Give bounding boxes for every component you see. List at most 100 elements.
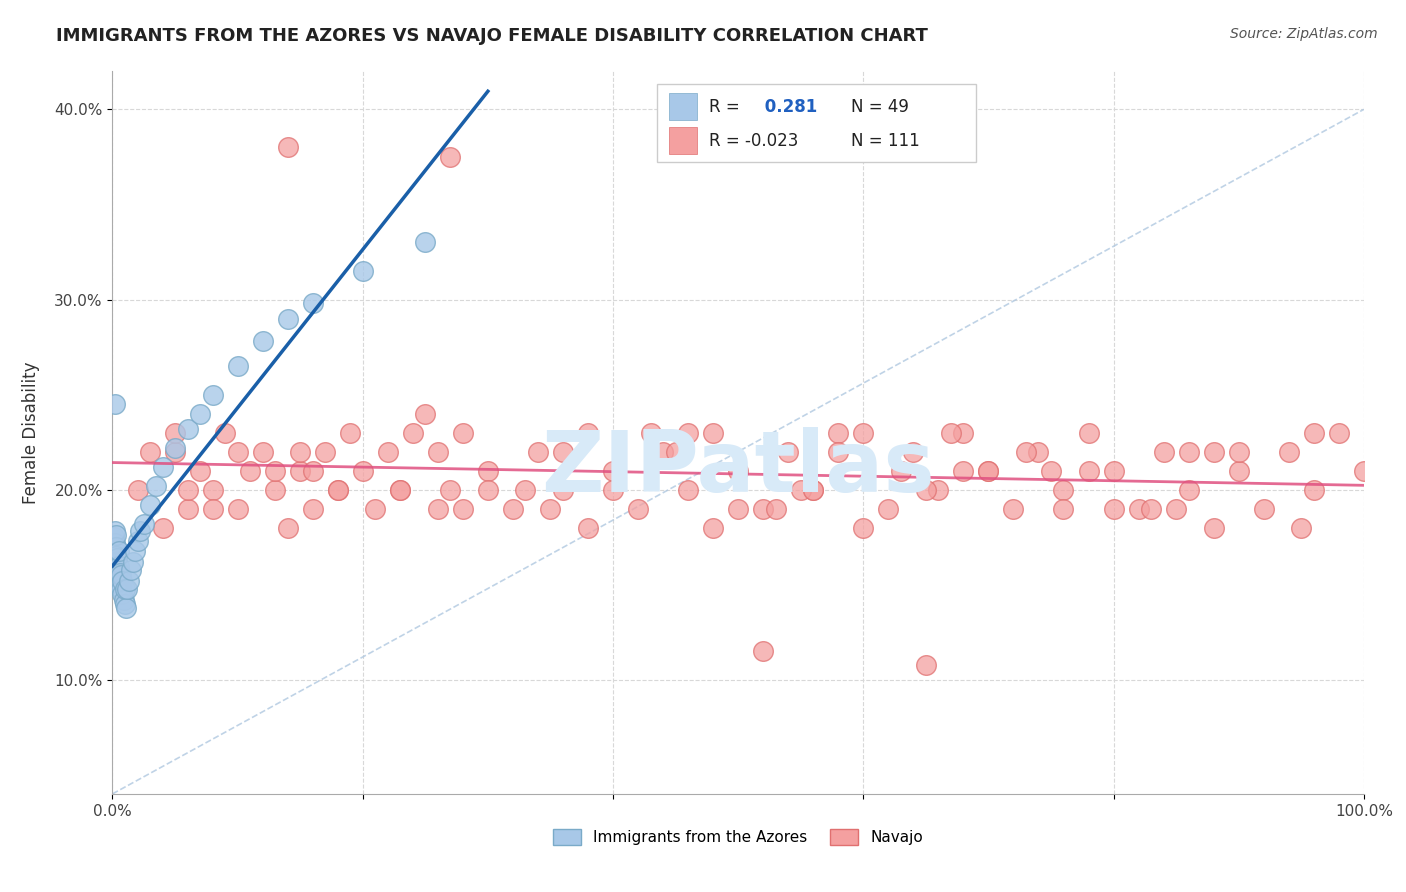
Point <box>1327 425 1350 440</box>
Point <box>451 425 474 440</box>
Point <box>1227 464 1250 478</box>
Point <box>301 501 323 516</box>
Point <box>1302 483 1324 497</box>
Point <box>1253 501 1275 516</box>
Point <box>1202 521 1225 535</box>
Point <box>702 521 724 535</box>
Point <box>110 582 132 596</box>
Point <box>104 536 127 550</box>
Text: ZIPatlas: ZIPatlas <box>541 427 935 510</box>
Point <box>226 444 249 458</box>
Point <box>117 582 139 596</box>
Point <box>1153 444 1175 458</box>
Point <box>103 549 125 564</box>
Point <box>538 501 561 516</box>
Point <box>576 425 599 440</box>
Point <box>107 574 129 588</box>
Point <box>105 528 128 542</box>
Point <box>163 444 186 458</box>
Point <box>107 551 129 566</box>
Point <box>903 444 925 458</box>
Point <box>127 533 149 548</box>
Point <box>301 296 323 310</box>
Point <box>277 311 299 326</box>
Point <box>145 479 167 493</box>
Point <box>132 516 155 531</box>
Point <box>188 407 211 421</box>
Point <box>1202 444 1225 458</box>
Point <box>176 483 198 497</box>
Point <box>290 464 312 478</box>
Point <box>1002 501 1025 516</box>
Point <box>939 425 962 440</box>
Point <box>527 444 550 458</box>
Point <box>1052 501 1074 516</box>
Point <box>129 524 152 539</box>
Point <box>1140 501 1163 516</box>
Point <box>107 562 129 576</box>
Point <box>551 444 574 458</box>
Point <box>790 483 813 497</box>
Point <box>226 501 249 516</box>
Point <box>107 543 129 558</box>
Text: R = -0.023: R = -0.023 <box>710 132 799 150</box>
Point <box>752 644 775 658</box>
FancyBboxPatch shape <box>657 84 976 161</box>
Point <box>852 521 875 535</box>
Point <box>1227 444 1250 458</box>
Point <box>801 483 824 497</box>
Point <box>239 464 262 478</box>
Point <box>127 483 149 497</box>
Point <box>176 422 198 436</box>
Text: R =: R = <box>710 98 745 116</box>
Point <box>1302 425 1324 440</box>
Point <box>201 501 224 516</box>
Point <box>1278 444 1301 458</box>
Point <box>977 464 1000 478</box>
Point <box>201 387 224 401</box>
Point <box>105 549 128 564</box>
Point <box>1353 464 1375 478</box>
Point <box>502 501 524 516</box>
Point <box>110 568 132 582</box>
Point <box>252 334 274 349</box>
Point <box>1052 483 1074 497</box>
Point <box>664 444 686 458</box>
Point <box>602 464 624 478</box>
Point <box>852 425 875 440</box>
Point <box>264 483 287 497</box>
Point <box>377 444 399 458</box>
Point <box>389 483 412 497</box>
Text: N = 49: N = 49 <box>851 98 908 116</box>
Point <box>111 574 134 588</box>
Point <box>877 501 900 516</box>
Point <box>176 501 198 516</box>
Point <box>103 530 125 544</box>
Point <box>426 444 449 458</box>
Point <box>108 578 131 592</box>
Point <box>439 483 461 497</box>
Point <box>602 483 624 497</box>
Point <box>124 543 146 558</box>
Point <box>326 483 349 497</box>
Point <box>290 444 312 458</box>
Point <box>152 521 174 535</box>
Point <box>163 425 186 440</box>
Point <box>652 444 675 458</box>
Text: IMMIGRANTS FROM THE AZORES VS NAVAJO FEMALE DISABILITY CORRELATION CHART: IMMIGRANTS FROM THE AZORES VS NAVAJO FEM… <box>56 27 928 45</box>
Point <box>1177 483 1199 497</box>
Point <box>915 657 938 672</box>
Point <box>121 555 143 569</box>
Point <box>152 459 174 474</box>
Point <box>477 464 499 478</box>
Point <box>952 464 974 478</box>
Point <box>277 521 299 535</box>
Point <box>1028 444 1050 458</box>
Point <box>107 568 129 582</box>
Point <box>1102 501 1125 516</box>
Point <box>118 574 141 588</box>
Point <box>104 543 127 558</box>
Point <box>352 264 374 278</box>
Point <box>105 540 128 554</box>
Point <box>277 140 299 154</box>
